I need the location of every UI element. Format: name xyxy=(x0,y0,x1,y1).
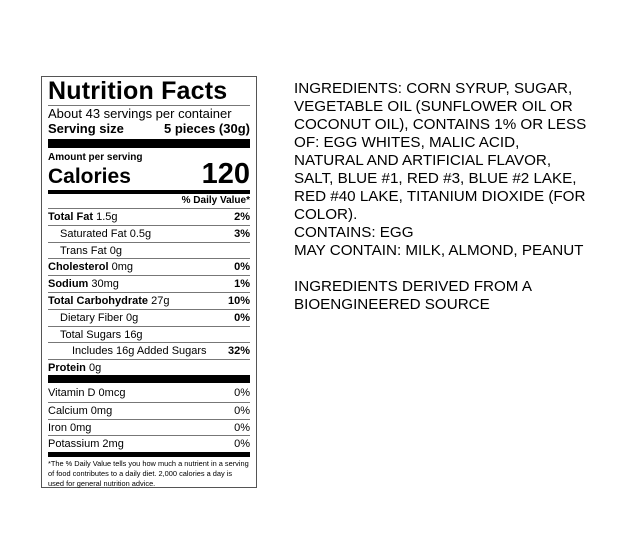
vitamin-row: Potassium 2mg 0% xyxy=(48,435,250,453)
nutrient-row: Sodium 30mg 1% xyxy=(48,275,250,293)
thick-divider xyxy=(48,375,250,383)
nutrient-row: Total Sugars 16g xyxy=(48,325,250,344)
vitamin-dv: 0% xyxy=(234,421,250,434)
serving-size-value: 5 pieces (30g) xyxy=(164,121,250,136)
nutrient-name: Protein 0g xyxy=(48,360,101,377)
divider xyxy=(48,105,250,106)
nutrient-row: Includes 16g Added Sugars 32% xyxy=(48,342,250,360)
thick-divider xyxy=(48,139,250,148)
ingredients-line: COLOR). xyxy=(294,206,358,223)
nutrient-row: Total Fat 1.5g 2% xyxy=(48,208,250,226)
ingredients-line: RED #40 LAKE, TITANIUM DIOXIDE (FOR xyxy=(294,188,586,205)
footnote: *The % Daily Value tells you how much a … xyxy=(48,459,249,488)
nutrient-row: Total Carbohydrate 27g 10% xyxy=(48,292,250,310)
nutrient-amount: 30mg xyxy=(91,278,119,291)
nutrient-name: Cholesterol 0mg xyxy=(48,259,133,276)
serving-size: Serving size 5 pieces (30g) xyxy=(48,121,250,137)
vitamin-row: Vitamin D 0mcg 0% xyxy=(48,385,250,402)
nutrient-dv: 3% xyxy=(234,227,250,240)
ingredients-line: NATURAL AND ARTIFICIAL FLAVOR, xyxy=(294,152,552,169)
nutrient-label: Cholesterol xyxy=(48,261,109,274)
nutrient-dv: 0% xyxy=(234,311,250,324)
vitamin-row: Iron 0mg 0% xyxy=(48,418,250,437)
ingredients-line: COCONUT OIL), CONTAINS 1% OR LESS xyxy=(294,116,587,133)
nutrient-amount: 0g xyxy=(88,362,102,375)
nutrient-name: Dietary Fiber 0g xyxy=(48,310,138,327)
vitamin-name: Iron 0mg xyxy=(48,421,92,434)
calories-label: Calories xyxy=(48,165,131,188)
nutrient-label: Protein xyxy=(48,362,86,375)
vitamin-row: Calcium 0mg 0% xyxy=(48,401,250,420)
servings-per-container: About 43 servings per container xyxy=(48,106,232,121)
amount-per-serving: Amount per serving xyxy=(48,152,143,163)
ingredients-line: MAY CONTAIN: MILK, ALMOND, PEANUT xyxy=(294,242,584,259)
nutrient-label: Includes 16g Added Sugars xyxy=(72,345,207,358)
vitamin-dv: 0% xyxy=(234,438,250,451)
medium-divider xyxy=(48,190,250,194)
daily-value-header: % Daily Value* xyxy=(181,195,250,206)
nutrient-row: Cholesterol 0mg 0% xyxy=(48,258,250,276)
nutrient-dv: 0% xyxy=(234,261,250,274)
nutrient-name: Sodium 30mg xyxy=(48,276,119,293)
vitamin-dv: 0% xyxy=(234,404,250,417)
nutrient-name: Includes 16g Added Sugars xyxy=(48,343,207,360)
ingredients-line xyxy=(294,260,586,278)
ingredients-line: INGREDIENTS: CORN SYRUP, SUGAR, xyxy=(294,80,573,97)
nutrient-label: Total Sugars 16g xyxy=(60,328,143,341)
nutrient-row: Saturated Fat 0.5g 3% xyxy=(48,224,250,243)
nutrient-label: Sodium xyxy=(48,278,89,291)
nutrient-label: Total Fat xyxy=(48,211,94,223)
nutrient-dv: 10% xyxy=(227,295,250,307)
nutrient-row: Trans Fat 0g xyxy=(48,241,250,260)
ingredients-line: OF: EGG WHITES, MALIC ACID, xyxy=(294,134,520,151)
vitamin-dv: 0% xyxy=(234,387,250,399)
nutrient-label: Total Carbohydrate xyxy=(48,295,149,307)
nutrient-name: Saturated Fat 0.5g xyxy=(48,226,151,243)
nutrient-amount: 1.5g xyxy=(96,211,118,223)
nutrient-label: Saturated Fat 0.5g xyxy=(60,227,152,240)
calories-row: Calories 120 xyxy=(48,159,250,189)
nutrient-label: Dietary Fiber 0g xyxy=(60,311,139,324)
serving-size-label: Serving size xyxy=(48,121,124,136)
vitamin-name: Calcium 0mg xyxy=(48,404,113,417)
nutrient-name: Total Carbohydrate 27g xyxy=(48,293,169,310)
medium-divider xyxy=(48,452,250,457)
nutrient-amount: 0mg xyxy=(111,261,133,274)
ingredients-line: SALT, BLUE #1, RED #3, BLUE #2 LAKE, xyxy=(294,170,577,187)
nutrient-name: Total Sugars 16g xyxy=(48,327,143,344)
nutrient-label: Trans Fat 0g xyxy=(60,244,122,257)
nutrition-facts-label: Nutrition Facts About 43 servings per co… xyxy=(41,76,257,488)
nutrient-dv: 32% xyxy=(227,345,250,358)
label-title: Nutrition Facts xyxy=(48,77,228,105)
ingredients-text: INGREDIENTS: CORN SYRUP, SUGAR, VEGETABLE… xyxy=(294,80,586,314)
nutrient-amount: 27g xyxy=(151,295,170,307)
nutrient-dv: 1% xyxy=(234,278,250,291)
nutrient-name: Total Fat 1.5g xyxy=(48,209,118,226)
vitamin-name: Vitamin D 0mcg xyxy=(48,387,126,399)
calories-value: 120 xyxy=(201,158,250,190)
vitamin-name: Potassium 2mg xyxy=(48,438,124,451)
ingredients-line: CONTAINS: EGG xyxy=(294,224,414,241)
ingredients-line: BIOENGINEERED SOURCE xyxy=(294,296,490,313)
nutrient-row: Protein 0g xyxy=(48,359,250,377)
nutrient-row: Dietary Fiber 0g 0% xyxy=(48,308,250,327)
nutrient-name: Trans Fat 0g xyxy=(48,243,122,260)
ingredients-line: INGREDIENTS DERIVED FROM A xyxy=(294,278,532,295)
nutrient-dv: 2% xyxy=(234,211,250,223)
ingredients-line: VEGETABLE OIL (SUNFLOWER OIL OR xyxy=(294,98,573,115)
